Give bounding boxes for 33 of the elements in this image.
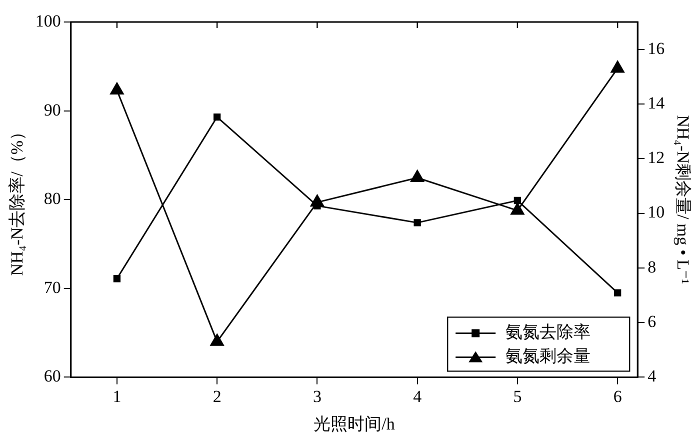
point: [210, 334, 224, 346]
point: [410, 170, 424, 182]
y-tick-label: 60: [44, 366, 61, 386]
point: [110, 82, 124, 95]
point: [214, 113, 221, 121]
legend-label: 氨氮去除率: [506, 322, 591, 342]
y2-tick-label: 4: [648, 366, 657, 386]
point: [610, 60, 624, 73]
x-tick-label: 5: [513, 386, 522, 406]
y2-tick-label: 12: [648, 148, 665, 168]
x-axis-title: 光照时间/h: [314, 414, 396, 434]
y-axis-title: NH₄-N去除率/（%）: [8, 123, 27, 276]
point: [614, 289, 622, 296]
y2-tick-label: 14: [648, 93, 666, 112]
point: [113, 275, 121, 282]
point: [514, 196, 522, 204]
y-tick-label: 90: [44, 100, 61, 120]
y-tick-label: 80: [44, 189, 61, 208]
y2-tick-label: 10: [648, 202, 665, 222]
y2-tick-label: 6: [648, 312, 656, 332]
y2-axis-title: NH₄-N剩余量/ mg • L⁻¹: [673, 115, 692, 284]
y2-tick-label: 8: [648, 257, 656, 276]
legend-label: 氨氮剩余量: [506, 346, 591, 366]
y2-tick-label: 16: [648, 38, 665, 58]
x-tick-label: 2: [212, 386, 222, 406]
y-tick-label: 70: [44, 278, 61, 297]
y-tick-label: 100: [35, 11, 61, 30]
point: [414, 219, 421, 226]
x-tick-label: 1: [112, 386, 122, 406]
x-tick-label: 4: [413, 386, 422, 406]
x-tick-label: 6: [613, 386, 622, 406]
x-tick-label: 3: [312, 386, 322, 406]
point: [510, 202, 524, 215]
